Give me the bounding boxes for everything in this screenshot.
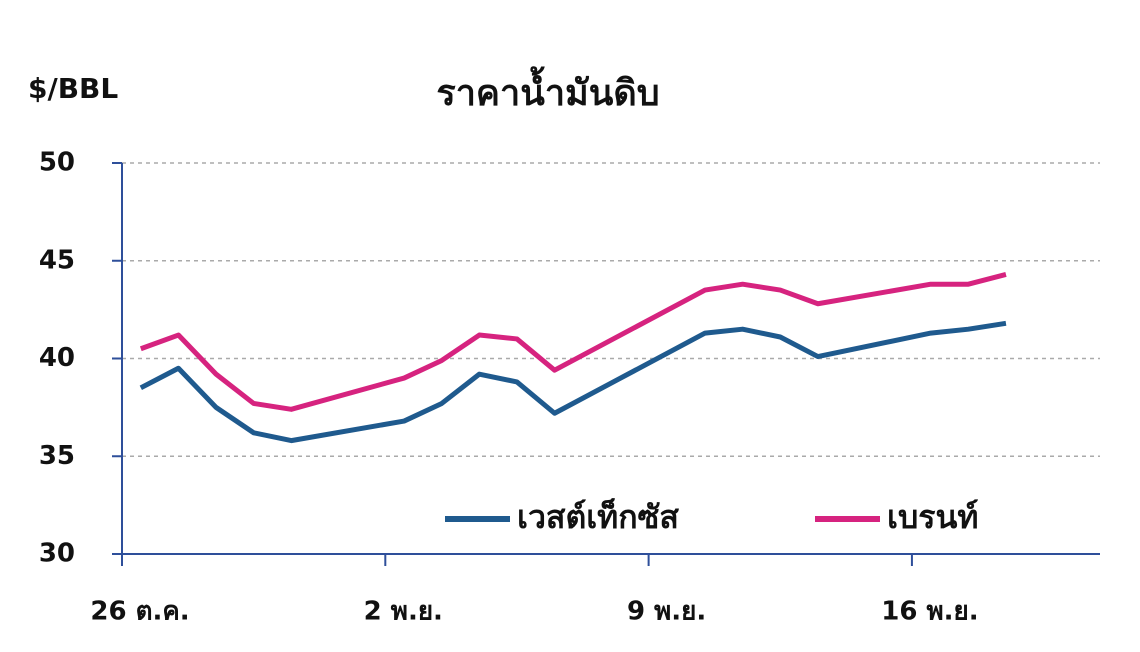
x-tick-label: 26 ต.ค. (90, 597, 189, 627)
y-tick-label: 40 (39, 343, 75, 373)
y-tick-label: 50 (39, 148, 75, 178)
series-line (139, 272, 1007, 412)
x-tick-label: 2 พ.ย. (364, 597, 443, 627)
x-tick-label: 9 พ.ย. (627, 597, 706, 627)
y-tick-label: 45 (39, 245, 75, 275)
series-line (139, 320, 1007, 444)
chart-title: ราคาน้ำมันดิบ (436, 66, 659, 114)
y-tick-label: 35 (39, 441, 75, 471)
y-axis-label: $/BBL (28, 72, 118, 105)
legend-label: เวสต์เท็กซัส (517, 497, 679, 536)
legend-label: เบรนท์ (887, 498, 978, 536)
x-tick-label: 16 พ.ย. (881, 597, 978, 627)
y-tick-label: 30 (39, 539, 75, 569)
